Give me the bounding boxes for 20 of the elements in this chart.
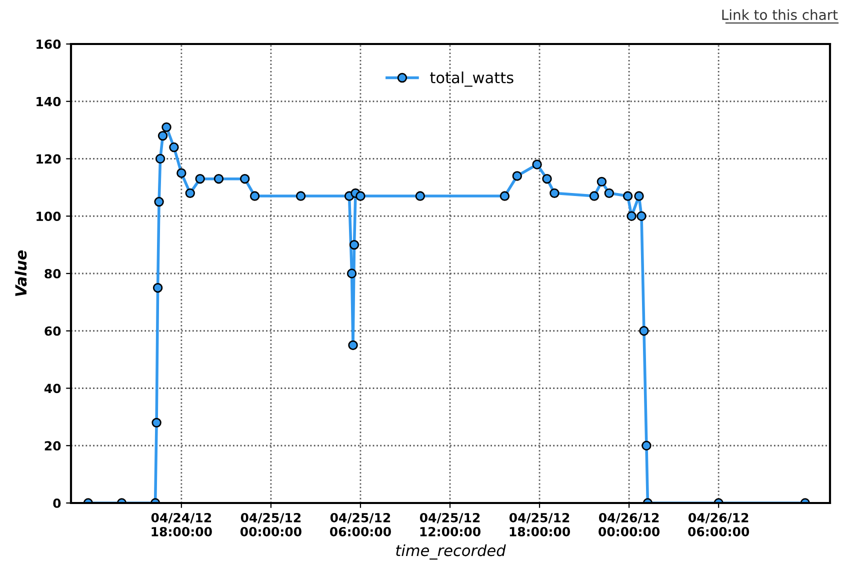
y-tick-label: 160: [36, 39, 61, 49]
y-tick-label: 80: [44, 268, 61, 278]
x-tick-label: 04/25/12 12:00:00: [420, 512, 480, 536]
y-axis-title: Value: [14, 250, 27, 296]
text: Link to this chart: [722, 9, 838, 20]
x-tick-label: 04/24/12 18:00:00: [151, 512, 212, 536]
y-tick-label: 100: [36, 212, 61, 222]
x-tick-label: 04/25/12 18:00:00: [509, 512, 570, 536]
x-tick-label: 04/26/12 00:00:00: [598, 512, 660, 536]
legend-label: total_watts: [430, 72, 514, 87]
y-tick-label: 140: [36, 96, 61, 106]
x-tick-label: 04/25/12 06:00:00: [330, 512, 391, 536]
x-tick-label: 04/25/12 00:00:00: [240, 512, 302, 536]
y-tick-label: 60: [44, 326, 61, 336]
y-tick-label: 20: [44, 441, 61, 451]
y-tick-label: 120: [36, 154, 61, 164]
x-tick-label: 04/26/12 06:00:00: [688, 512, 750, 536]
y-tick-label: 0: [53, 498, 61, 508]
x-axis-title: time_recorded: [396, 544, 506, 560]
y-tick-label: 40: [44, 384, 61, 394]
